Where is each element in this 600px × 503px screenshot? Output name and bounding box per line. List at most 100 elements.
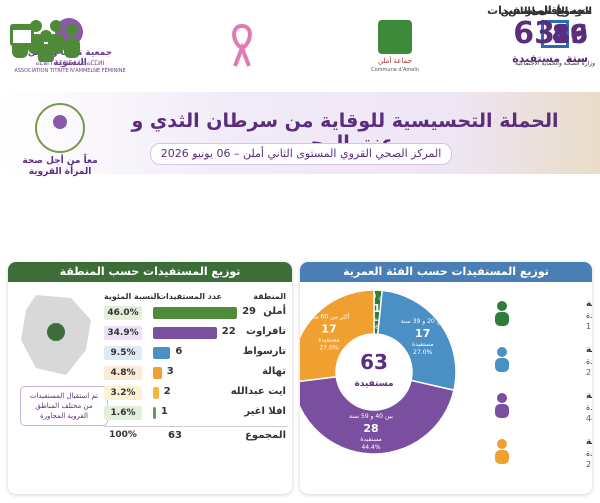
- ribbon-logo: [232, 24, 252, 67]
- region-percent: 34.9%: [104, 326, 142, 340]
- donut-segment: [376, 289, 457, 392]
- legend-count: 1 مستفيدة: [586, 311, 592, 320]
- stat-unit: سنة: [566, 52, 588, 65]
- legend-category: بين 20 و 39 سنة: [586, 345, 592, 355]
- donut-total: 63: [360, 350, 388, 374]
- stat-unit: سنة: [566, 52, 588, 65]
- legend-category: بين 40 و 59 سنة: [586, 391, 592, 401]
- person-head: [40, 30, 52, 42]
- region-bar: [153, 307, 238, 319]
- segment-text: أقل من 20 سنة: [357, 292, 398, 300]
- total-name: المجموع: [245, 430, 286, 441]
- ministry-ar: وزارة الصحة والحماية الاجتماعية: [515, 60, 595, 67]
- legend-body: [495, 358, 509, 372]
- association-tz: ⴰⵎⵓⵏ ⵏ ⵜⵉⵔⵉⵜ ⵏ ⵡⴰⵎⵎⵍⵏ: [35, 60, 105, 67]
- legend-category: أكثر من 60 سنة: [586, 435, 592, 447]
- region-bar: [153, 327, 217, 339]
- region-count: 6: [175, 346, 183, 357]
- slogan-icon: [35, 103, 85, 153]
- commune-ar: جماعة أملن: [377, 57, 412, 65]
- region-name: ايت عبدالله: [230, 386, 286, 397]
- stat-label: الحد الأدنى للسن: [507, 6, 592, 17]
- segment-text: مستفيدة: [318, 336, 340, 343]
- subtitle: المركز الصحي القروي المستوى الثاني أملن …: [150, 143, 452, 165]
- ministry-icon: [541, 20, 569, 48]
- segment-text: 17: [321, 322, 336, 335]
- col-header: النسبة المئوية: [104, 292, 160, 301]
- region-count: 3: [166, 366, 174, 377]
- person-head: [66, 24, 78, 36]
- segment-text: بين 20 و 39 سنة: [401, 318, 445, 325]
- commune-icon: [378, 20, 412, 54]
- segment-text: أكثر من 60 سنة: [309, 312, 350, 320]
- legend-unit: مستفيدة: [586, 449, 592, 458]
- total-percent: 100%: [109, 430, 137, 440]
- region-panel: توزيع المستفيدات حسب المنطقة تم استقبال …: [8, 262, 292, 494]
- region-count: 2: [163, 386, 171, 397]
- stat-value: 49: [551, 20, 588, 50]
- stat-value: 63: [513, 16, 555, 51]
- segment-text: مستفيدة: [412, 341, 434, 348]
- segment-text: بين 40 و 59 سنة: [349, 413, 393, 420]
- legend-body: [495, 312, 509, 326]
- slogan: معاً من أجل صحة المرأة القروية: [22, 156, 98, 177]
- person-body: [64, 38, 80, 58]
- legend-percent: 27.0%: [586, 460, 592, 469]
- stat-unit: سنة: [566, 52, 588, 65]
- age-title: توزيع المستفيدات حسب الفئة العمرية: [300, 262, 592, 282]
- ministry-logo: وزارة الصحة والحماية الاجتماعية: [515, 20, 595, 80]
- legend-head: [497, 301, 507, 311]
- icon-head: [53, 115, 67, 129]
- segment-text: 28: [363, 422, 378, 435]
- legend-percent: 27.0%: [586, 368, 592, 377]
- segment-text: 27.0%: [319, 344, 338, 351]
- col-header: المنطقة: [253, 292, 286, 301]
- legend-head: [497, 393, 507, 403]
- legend-head: [497, 347, 507, 357]
- donut-segment: [300, 289, 375, 383]
- total-line: [104, 426, 288, 427]
- region-bar: [153, 367, 162, 379]
- legend-percent: 44.4%: [586, 414, 592, 423]
- region-name: أملن: [263, 306, 286, 317]
- person-head: [50, 20, 62, 32]
- ribbon: [232, 24, 252, 67]
- region-percent: 9.5%: [104, 346, 142, 360]
- segment-text: 1: [373, 302, 381, 315]
- region-name: افلا اغير: [244, 406, 286, 417]
- segment-text: مستفيدة: [360, 436, 382, 443]
- map: [21, 295, 91, 375]
- stat-value: 86: [551, 20, 588, 50]
- region-count: 22: [221, 326, 236, 337]
- stat-label: الحد الأقصى للسن: [500, 6, 592, 17]
- region-name: تارسواط: [242, 346, 286, 357]
- region-note: تم استقبال المستفيدات من مختلف المناطق ا…: [20, 386, 108, 426]
- stat-value: 16: [551, 20, 588, 50]
- region-bar: [153, 347, 171, 359]
- legend-unit: مستفيدة: [586, 311, 592, 320]
- region-name: تافراوت: [246, 326, 286, 337]
- legend-unit: مستفيدة: [586, 403, 592, 412]
- segment-text: 44.4%: [361, 444, 380, 451]
- age-panel: توزيع المستفيدات حسب الفئة العمرية أقل م…: [300, 262, 592, 494]
- segment-text: مستفيدة: [366, 316, 388, 323]
- donut-total-label: مستفيدة: [354, 379, 393, 389]
- segment-text: 17: [415, 327, 430, 340]
- commune-logo: جماعة أملن Commune d'Ameln: [360, 20, 430, 80]
- commune-fr: Commune d'Ameln: [371, 67, 419, 73]
- region-percent: 1.6%: [104, 406, 142, 420]
- legend-count: 17 مستفيدة: [586, 449, 592, 458]
- person-body: [38, 44, 54, 62]
- segment-text: 1.6%: [369, 324, 385, 331]
- calendar-face: [13, 30, 31, 43]
- legend-percent: 1.6%: [586, 322, 592, 331]
- association-fr: ASSOCIATION TITRITE N'AMMELNE FÉMININE: [14, 68, 126, 74]
- donut-segment: [300, 375, 455, 455]
- stat-unit: مستفيدة: [512, 52, 560, 65]
- map-pin: [47, 323, 65, 341]
